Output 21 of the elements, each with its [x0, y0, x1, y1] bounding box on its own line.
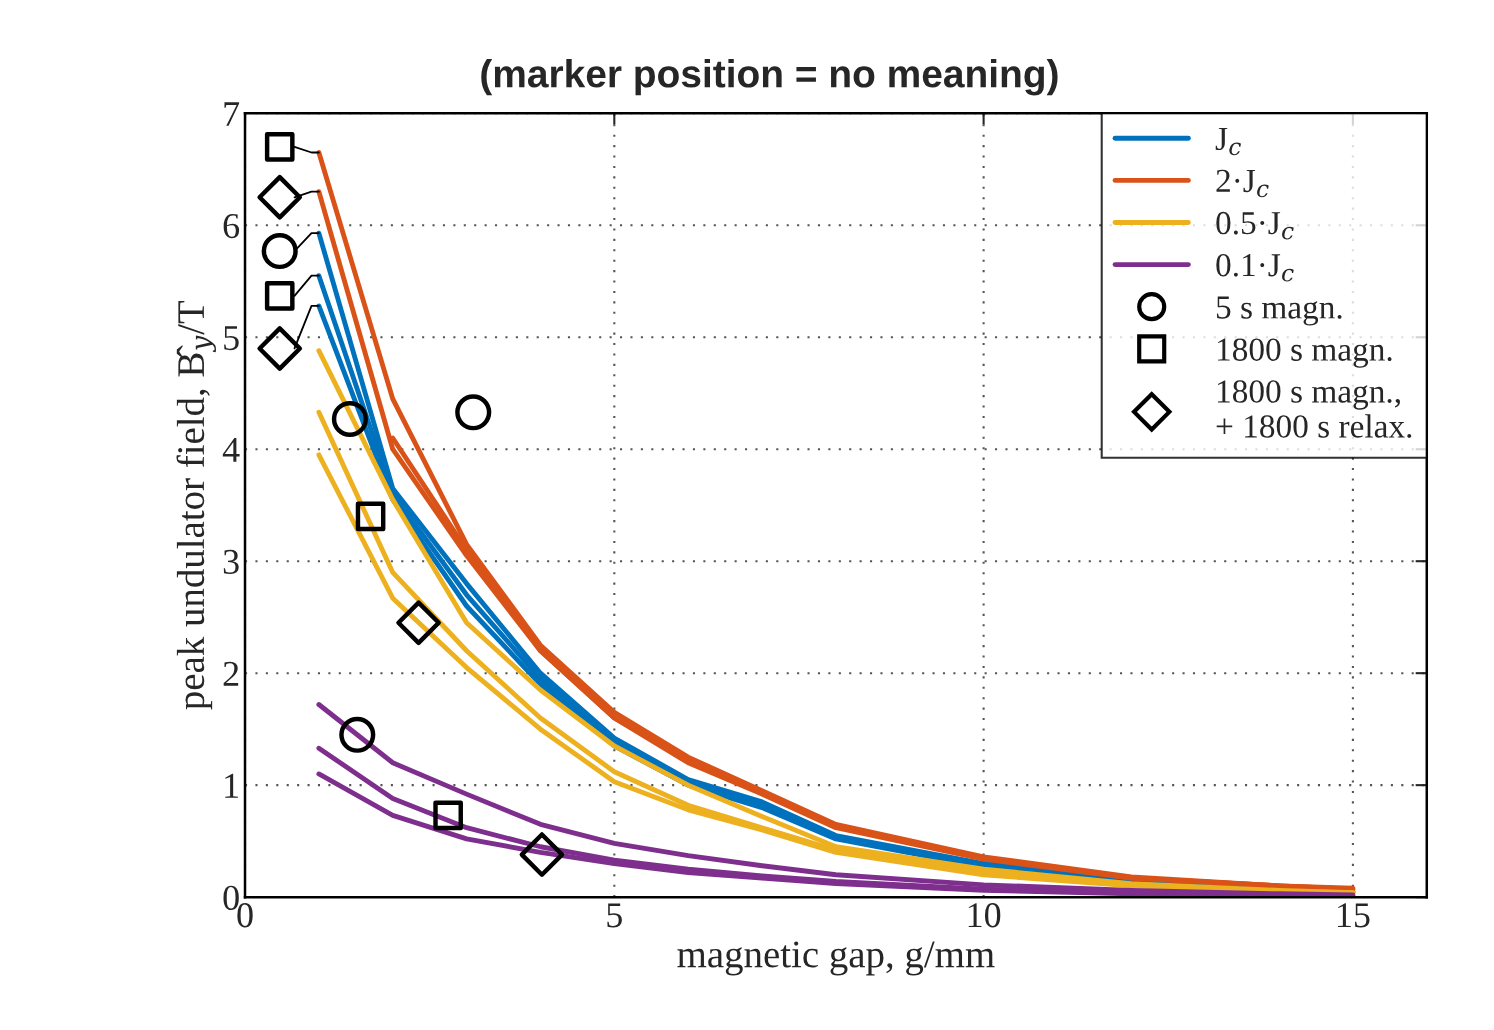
- x-tick-label: 10: [968, 903, 1001, 928]
- x-tick-label: 15: [1338, 903, 1370, 928]
- y-tick-label: 7: [224, 102, 240, 126]
- legend-label: J$_{c}$: [1215, 127, 1241, 156]
- legend-label: 5 s magn.: [1216, 296, 1342, 326]
- x-tick-label: 5: [607, 903, 622, 928]
- y-tick-label: 3: [223, 549, 239, 575]
- y-tick-label: 0: [223, 885, 239, 911]
- y-tick-label: 4: [222, 437, 240, 462]
- y-tick-label: 2: [223, 661, 239, 686]
- x-axis-title: magnetic gap, g/mm: [677, 941, 995, 976]
- legend-label: 1800 s magn.: [1217, 338, 1392, 368]
- y-tick-label: 6: [223, 213, 240, 239]
- y-tick-label: 1: [225, 773, 238, 798]
- chart-title: (marker position = no meaning): [481, 59, 1058, 96]
- y-axis-title: peak undulator field, B̂$_{y}$/T: [176, 300, 216, 710]
- legend-label: 1800 s magn., + 1800 s relax.: [1216, 380, 1412, 438]
- y-tick-label: 5: [224, 326, 239, 351]
- legend-label: 0.5·J$_{c}$: [1216, 211, 1294, 240]
- legend-label: 2·J$_{c}$: [1216, 169, 1269, 198]
- legend-label: 0.1·J$_{c}$: [1216, 253, 1294, 282]
